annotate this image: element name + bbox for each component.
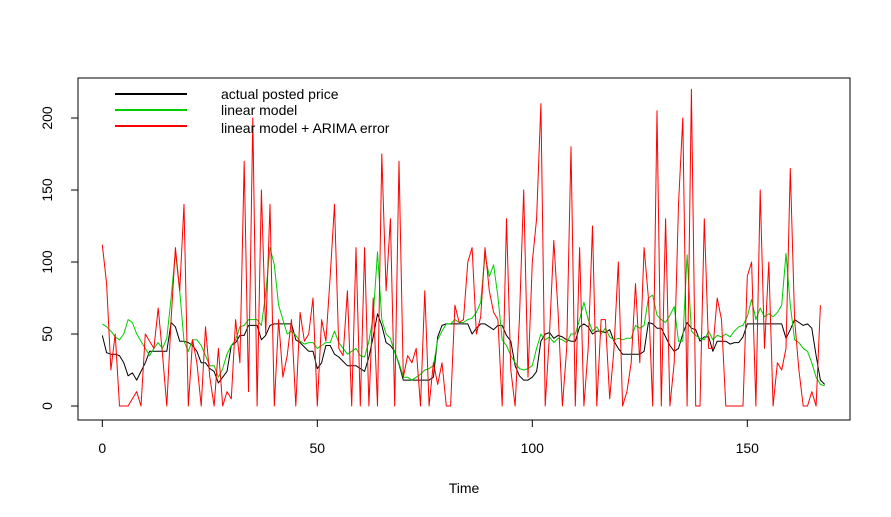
y-axis: 0 50 100 150 200	[39, 106, 79, 410]
y-tick-label-50: 50	[39, 326, 55, 342]
x-tick-label-150: 150	[736, 440, 760, 456]
y-tick-label-200: 200	[39, 106, 55, 130]
series-line-0	[101, 313, 826, 385]
y-tick-label-100: 100	[39, 250, 55, 274]
legend-label-actual: actual posted price	[221, 86, 339, 102]
x-axis-label: Time	[449, 480, 480, 496]
legend-label-linear: linear model	[221, 102, 297, 118]
x-tick-label-50: 50	[310, 440, 326, 456]
legend-label-arima: linear model + ARIMA error	[221, 120, 390, 136]
x-tick-label-0: 0	[98, 440, 106, 456]
x-tick-label-100: 100	[521, 440, 545, 456]
y-tick-label-0: 0	[39, 402, 55, 410]
series-layer	[101, 88, 826, 407]
y-tick-label-150: 150	[39, 178, 55, 202]
series-line-1	[102, 247, 825, 387]
legend: actual posted price linear model linear …	[115, 86, 390, 136]
series-line-2	[101, 88, 821, 407]
x-axis: 0 50 100 150 Time	[98, 419, 760, 496]
